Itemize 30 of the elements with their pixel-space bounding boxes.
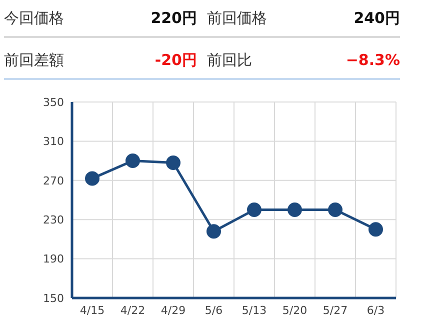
text: -20円 bbox=[154, 50, 197, 70]
point bbox=[166, 156, 180, 170]
y-tick-label: 230 bbox=[43, 214, 64, 227]
text: 前回価格 bbox=[206, 8, 268, 28]
point bbox=[206, 224, 221, 239]
point bbox=[126, 154, 140, 168]
x-tick-label: 5/27 bbox=[322, 304, 348, 317]
point bbox=[288, 202, 302, 218]
text: −8.3% bbox=[344, 51, 400, 69]
x-tick-label: 5/20 bbox=[282, 304, 308, 317]
point bbox=[368, 222, 383, 237]
y-tick-label: 190 bbox=[43, 252, 64, 266]
text: 前回差額 bbox=[4, 50, 65, 70]
x-tick-label: 4/15 bbox=[80, 304, 105, 317]
text: 240円 bbox=[352, 8, 400, 28]
text: 前回比 bbox=[206, 50, 253, 70]
x-tick-label: 4/29 bbox=[160, 304, 186, 317]
x-tick-label: 5/6 bbox=[204, 304, 223, 317]
text: 220円 bbox=[150, 8, 197, 28]
x-tick-label: 6/3 bbox=[366, 304, 385, 317]
y-tick-label: 310 bbox=[43, 135, 64, 148]
x-tick-label: 4/22 bbox=[120, 304, 146, 317]
y-tick-label: 150 bbox=[43, 292, 64, 305]
text: 今回価格 bbox=[4, 8, 65, 28]
y-tick-label: 350 bbox=[43, 96, 64, 109]
point bbox=[247, 202, 262, 218]
y-tick-label: 270 bbox=[43, 174, 64, 188]
point bbox=[328, 202, 342, 218]
x-tick-label: 5/13 bbox=[242, 304, 267, 317]
point bbox=[85, 171, 100, 186]
